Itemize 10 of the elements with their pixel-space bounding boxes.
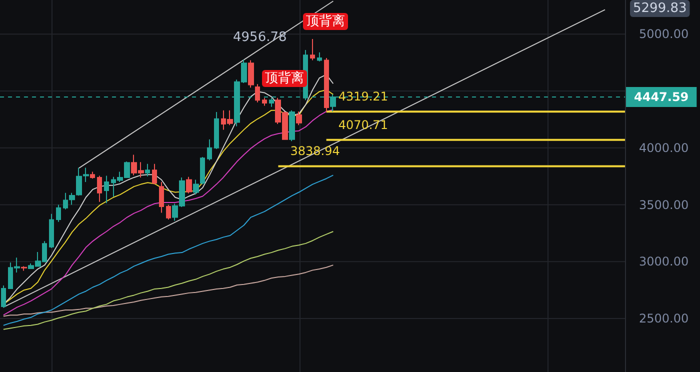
y-tick-label: 2500.00 [639,312,689,326]
y-tick-label: 3500.00 [639,198,689,212]
annotation: 顶背离 [306,13,345,29]
annotation: 顶背离 [265,70,304,86]
y-tick-label: 5000.00 [639,27,689,42]
ref-line-label: 4447.59 [634,90,689,104]
ref-line-label: 4319.21 [338,90,388,104]
y-tick-label: 4000.00 [639,140,689,155]
text: 5299.83 [633,1,687,16]
y-tick-label: 3000.00 [639,254,689,269]
